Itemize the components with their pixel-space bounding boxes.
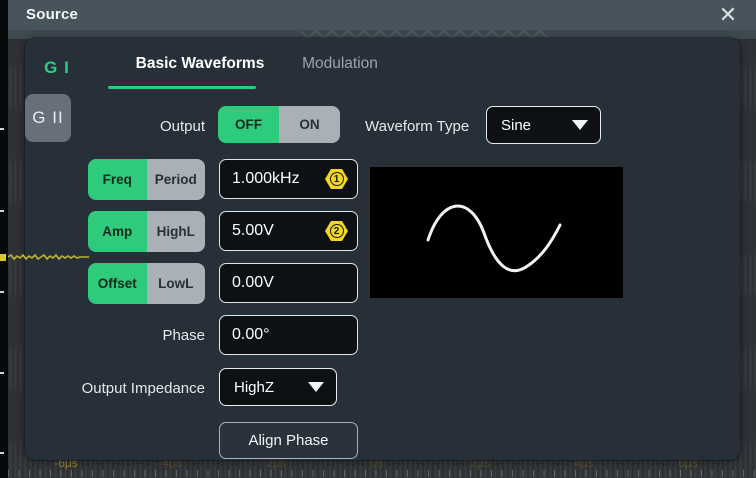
sine-wave-graphic	[426, 204, 562, 273]
scale-tick	[0, 372, 4, 374]
channel-tab-g2[interactable]: G II	[25, 94, 71, 142]
chevron-down-icon	[572, 120, 588, 130]
dialog-titlebar: Source ✕	[8, 0, 756, 30]
chevron-down-icon	[308, 382, 324, 392]
freq-period-toggle: Freq Period	[88, 159, 205, 200]
amp-button[interactable]: Amp	[88, 211, 147, 252]
output-on-button[interactable]: ON	[279, 106, 340, 143]
period-button[interactable]: Period	[146, 159, 205, 200]
amp-highl-toggle: Amp HighL	[88, 211, 205, 252]
frequency-field[interactable]: 1.000kHz 1	[219, 159, 358, 199]
time-axis-ticks	[8, 470, 756, 477]
dialog-title: Source	[26, 6, 79, 23]
output-toggle: OFF ON	[218, 106, 340, 143]
knob-badge-2: 2	[325, 221, 348, 241]
top-waveform-overview-strip	[8, 30, 756, 39]
tab-basic-waveforms[interactable]: Basic Waveforms	[135, 55, 265, 72]
waveform-type-label: Waveform Type	[365, 118, 470, 135]
waveform-preview	[370, 167, 623, 298]
scale-tick	[0, 210, 4, 212]
tab-modulation[interactable]: Modulation	[302, 55, 378, 72]
output-impedance-label: Output Impedance	[81, 380, 205, 397]
impedance-select[interactable]: HighZ	[219, 368, 337, 406]
scale-tick	[0, 128, 4, 130]
offset-lowl-toggle: Offset LowL	[88, 263, 205, 304]
offset-button[interactable]: Offset	[88, 263, 147, 304]
highl-button[interactable]: HighL	[146, 211, 205, 252]
phase-value: 0.00°	[232, 326, 270, 343]
output-off-button[interactable]: OFF	[218, 106, 279, 143]
badge-number: 1	[329, 172, 344, 186]
channel-tab-g1[interactable]: G I	[44, 58, 70, 77]
waveform-type-select[interactable]: Sine	[486, 106, 601, 144]
amplitude-field[interactable]: 5.00V 2	[219, 211, 358, 251]
waveform-type-value: Sine	[501, 116, 532, 134]
lowl-button[interactable]: LowL	[146, 263, 205, 304]
active-tab-underline	[108, 86, 256, 89]
frequency-value: 1.000kHz	[232, 170, 300, 187]
scale-tick	[0, 291, 4, 293]
impedance-value: HighZ	[234, 378, 275, 396]
scale-tick	[0, 452, 4, 454]
channel1-ground-marker	[0, 254, 6, 261]
left-scale-strip	[0, 0, 8, 478]
output-label: Output	[159, 118, 205, 135]
source-dialog: G I G II Basic Waveforms Modulation Outp…	[25, 38, 740, 460]
amplitude-value: 5.00V	[232, 222, 274, 239]
phase-field[interactable]: 0.00°	[219, 315, 358, 355]
knob-badge-1: 1	[325, 169, 348, 189]
offset-value: 0.00V	[232, 274, 274, 291]
phase-label: Phase	[162, 327, 205, 344]
overview-zigzag-waveform	[300, 30, 549, 39]
channel1-trace	[8, 253, 89, 261]
align-phase-button[interactable]: Align Phase	[219, 422, 358, 459]
freq-button[interactable]: Freq	[88, 159, 147, 200]
close-icon[interactable]: ✕	[718, 2, 738, 27]
offset-field[interactable]: 0.00V	[219, 263, 358, 303]
badge-number: 2	[329, 224, 344, 238]
